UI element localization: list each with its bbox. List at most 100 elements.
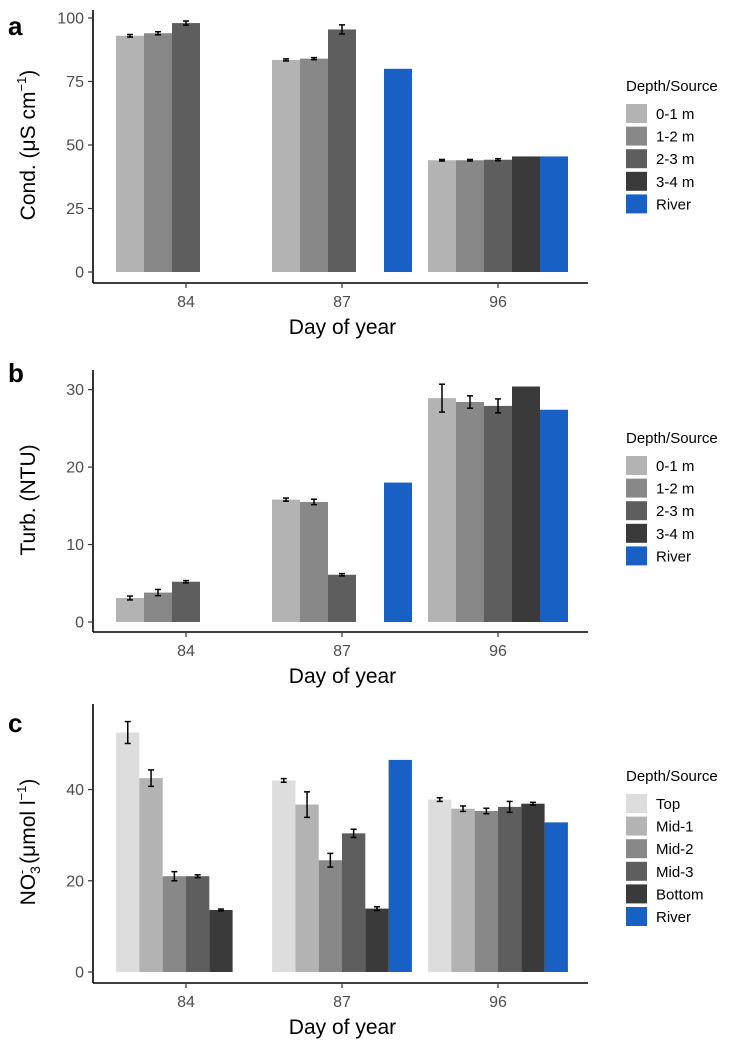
error-bar [311, 56, 317, 61]
y-title-text: Turb. (NTU) [17, 444, 40, 555]
y-tick-label: 0 [75, 265, 84, 282]
error-bar [439, 158, 445, 162]
panel-c: c 0 20 40 84 87 96 Day of year NO3- (μmol l−1) De… [8, 704, 718, 1039]
error-bar [171, 870, 178, 882]
error-bar [495, 157, 501, 162]
legend-label: 1-2 m [656, 481, 694, 498]
legend: Depth/Source 0-1 m 1-2 m 2-3 m 3-4 m River [626, 78, 718, 214]
bar-c-96-Top [428, 799, 452, 972]
x-tick-label: 87 [333, 994, 351, 1011]
error-bar [280, 777, 287, 783]
error-bar [439, 383, 445, 413]
legend-label: River [656, 196, 691, 213]
x-axis-title: Day of year [289, 1016, 396, 1039]
bar-c-96-Mid-2 [474, 810, 498, 972]
legend-label: Mid-2 [656, 841, 694, 858]
error-bar [373, 906, 380, 912]
bar-c-96-River [544, 822, 568, 972]
x-tick-label: 87 [333, 643, 351, 660]
error-bar [495, 398, 501, 414]
legend-item: 2-3 m [626, 149, 694, 169]
error-bar [183, 20, 189, 26]
error-bar [304, 791, 311, 819]
y-tick-label: 40 [66, 782, 84, 799]
legend-swatch [626, 907, 647, 926]
y-tick-label: 20 [66, 873, 84, 890]
legend-item: 0-1 m [626, 104, 694, 123]
legend-swatch [626, 861, 647, 881]
bar-b-84-0-1m [116, 597, 144, 622]
legend: Depth/Source 0-1 m 1-2 m 2-3 m 3-4 m River [626, 430, 718, 566]
legend-label: 0-1 m [656, 106, 694, 123]
error-bar [194, 874, 201, 879]
legend: Depth/Source Top Mid-1 Mid-2 Mid-3 Bottom Rive… [626, 768, 718, 926]
error-bar [506, 800, 513, 814]
error-bar [127, 33, 133, 38]
legend-label: River [656, 909, 691, 926]
y-title-sup: −1 [14, 77, 29, 92]
bar-a-96-2-3m [484, 159, 512, 272]
error-bar [155, 588, 161, 597]
y-tick-label: 100 [57, 11, 84, 28]
error-bar [483, 807, 490, 815]
legend-item: Bottom [626, 884, 704, 904]
x-tick-label: 84 [177, 643, 195, 660]
legend-item: River [626, 907, 691, 926]
legend-swatch [626, 816, 647, 836]
legend-swatch [626, 884, 647, 904]
y-tick-label: 30 [66, 382, 84, 399]
error-bar [467, 395, 473, 409]
bar-a-96-3-4m [512, 156, 540, 272]
legend-swatch [626, 126, 647, 146]
x-tick-label: 84 [177, 294, 195, 311]
bar-a-84-2-3m [172, 23, 200, 272]
legend-item: River [626, 194, 691, 214]
legend-label: Mid-3 [656, 864, 694, 881]
bar-a-96-River [540, 156, 568, 272]
y-tick-label: 0 [75, 965, 84, 982]
bar-a-87-2-3m [328, 29, 356, 273]
bar-b-87-0-1m [272, 499, 300, 622]
y-tick-label: 20 [66, 460, 84, 477]
legend-label: River [656, 548, 691, 565]
error-bar [283, 497, 289, 502]
y-title-text: (μmol l [17, 800, 40, 869]
legend-item: 1-2 m [626, 126, 694, 146]
error-bar [183, 579, 189, 584]
bar-b-96-3-4m [512, 386, 540, 622]
legend-label: 3-4 m [656, 526, 694, 543]
legend-label: Top [656, 796, 680, 813]
legend-swatch [626, 501, 647, 521]
legend-item: Top [626, 794, 680, 813]
error-bar [283, 58, 289, 62]
x-axis-title: Day of year [289, 316, 396, 339]
error-bar [127, 595, 133, 601]
legend-item: 0-1 m [626, 456, 694, 475]
bar-c-96-Mid-3 [498, 806, 522, 972]
error-bar [327, 852, 334, 868]
legend-item: 1-2 m [626, 478, 694, 498]
bar-b-96-2-3m [484, 405, 512, 622]
bar-c-87-Mid-1 [295, 804, 319, 972]
bar-c-84-Mid-3 [186, 876, 210, 972]
legend-label: 3-4 m [656, 174, 694, 191]
legend-label: 1-2 m [656, 129, 694, 146]
error-bar [460, 805, 467, 813]
error-bar [311, 498, 317, 506]
legend-label: 0-1 m [656, 458, 694, 475]
legend-title: Depth/Source [626, 768, 718, 785]
bar-c-84-Mid-1 [139, 778, 163, 972]
y-axis-title: NO3- (μmol l−1) [14, 779, 43, 906]
legend-swatch [626, 194, 647, 214]
legend-swatch [626, 104, 647, 123]
bar-c-87-Mid-2 [318, 860, 342, 972]
bar-c-87-River [388, 759, 412, 972]
legend-swatch [626, 839, 647, 859]
legend-swatch [626, 794, 647, 813]
y-tick-label: 25 [66, 201, 84, 218]
x-tick-label: 96 [489, 994, 507, 1011]
y-tick-label: 75 [66, 74, 84, 91]
bar-a-96-0-1m [428, 160, 456, 272]
bar-b-96-River [540, 409, 568, 622]
